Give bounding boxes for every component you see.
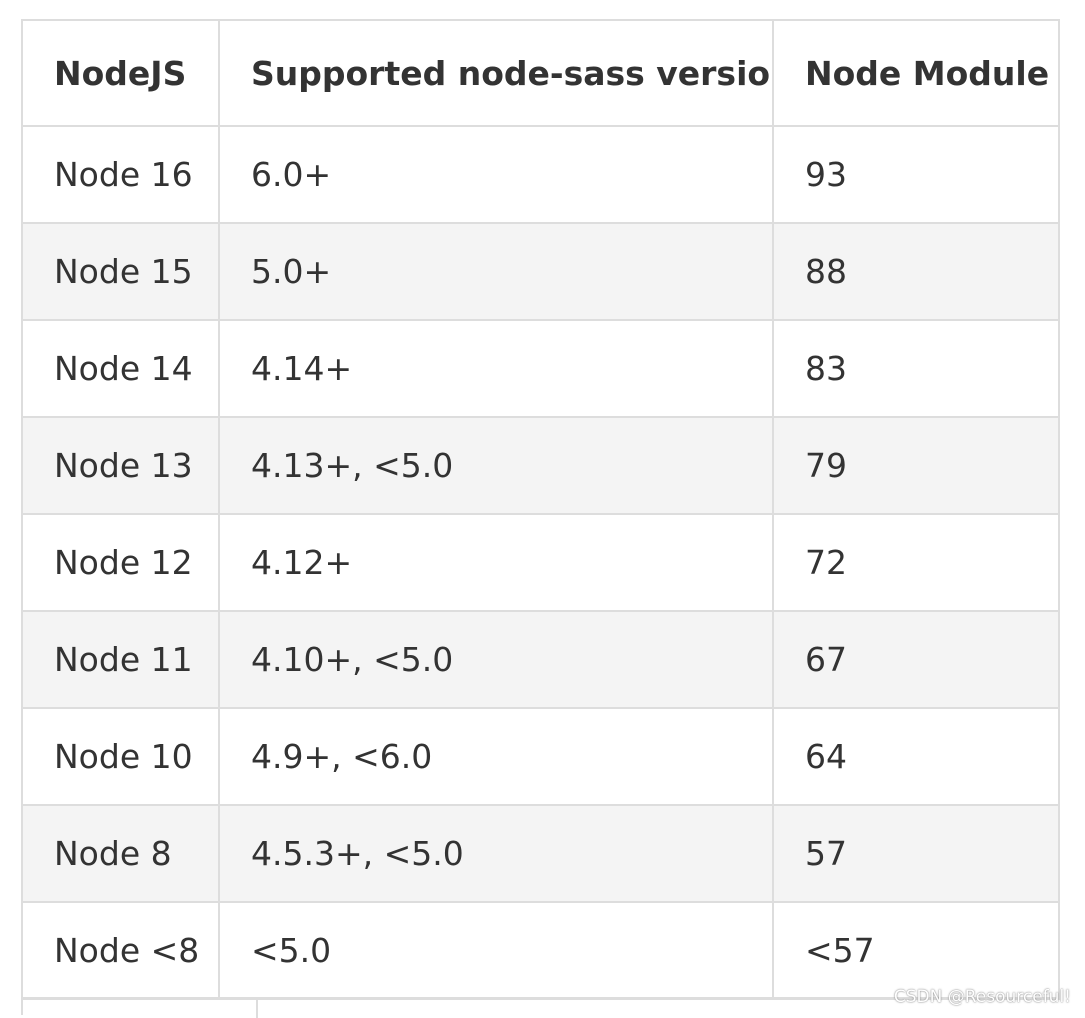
cell-node-module: 57 [772,804,1060,903]
cell-node-sass-version: 4.13+, <5.0 [218,416,774,515]
cell-node-module: 64 [772,707,1060,806]
header-node-module: Node Module [772,19,1060,127]
cell-node-module: 83 [772,319,1060,418]
cell-nodejs: Node 15 [21,222,220,321]
cell-node-module: 79 [772,416,1060,515]
table-row: Node <8 <5.0 <57 [21,901,1060,1000]
cell-nodejs: Node 12 [21,513,220,612]
cell-node-sass-version: 6.0+ [218,125,774,224]
cell-node-sass-version: 4.10+, <5.0 [218,610,774,709]
cell-nodejs: Node 10 [21,707,220,806]
cell-nodejs: Node 13 [21,416,220,515]
table-row: Node 16 6.0+ 93 [21,125,1060,224]
table-row: Node 8 4.5.3+, <5.0 57 [21,804,1060,903]
table-header: NodeJS Supported node-sass version Node … [21,19,1060,127]
cell-node-module: 88 [772,222,1060,321]
cell-node-module: <57 [772,901,1060,1000]
cell-nodejs: Node 16 [21,125,220,224]
header-row: NodeJS Supported node-sass version Node … [21,19,1060,127]
cell-nodejs: Node 11 [21,610,220,709]
table-row: Node 14 4.14+ 83 [21,319,1060,418]
next-table-column-divider [256,1000,258,1018]
table-row: Node 13 4.13+, <5.0 79 [21,416,1060,515]
cell-node-module: 67 [772,610,1060,709]
cell-node-sass-version: <5.0 [218,901,774,1000]
cell-node-module: 72 [772,513,1060,612]
table-row: Node 15 5.0+ 88 [21,222,1060,321]
cell-node-module: 93 [772,125,1060,224]
table-body: Node 16 6.0+ 93 Node 15 5.0+ 88 Node 14 … [21,125,1060,1000]
csdn-watermark: CSDN @Resourceful! [893,987,1071,1007]
table-row: Node 10 4.9+, <6.0 64 [21,707,1060,806]
cell-node-sass-version: 5.0+ [218,222,774,321]
cell-node-sass-version: 4.14+ [218,319,774,418]
cell-nodejs: Node 8 [21,804,220,903]
header-nodejs: NodeJS [21,19,220,127]
cell-node-sass-version: 4.9+, <6.0 [218,707,774,806]
node-sass-compatibility-table: NodeJS Supported node-sass version Node … [21,19,1060,1000]
compatibility-table-container: NodeJS Supported node-sass version Node … [21,19,1060,1000]
table-row: Node 12 4.12+ 72 [21,513,1060,612]
table-row: Node 11 4.10+, <5.0 67 [21,610,1060,709]
next-table-edge [21,997,1058,1018]
header-node-sass-version: Supported node-sass version [218,19,774,127]
cell-nodejs: Node 14 [21,319,220,418]
cell-node-sass-version: 4.12+ [218,513,774,612]
cell-node-sass-version: 4.5.3+, <5.0 [218,804,774,903]
cell-nodejs: Node <8 [21,901,220,1000]
